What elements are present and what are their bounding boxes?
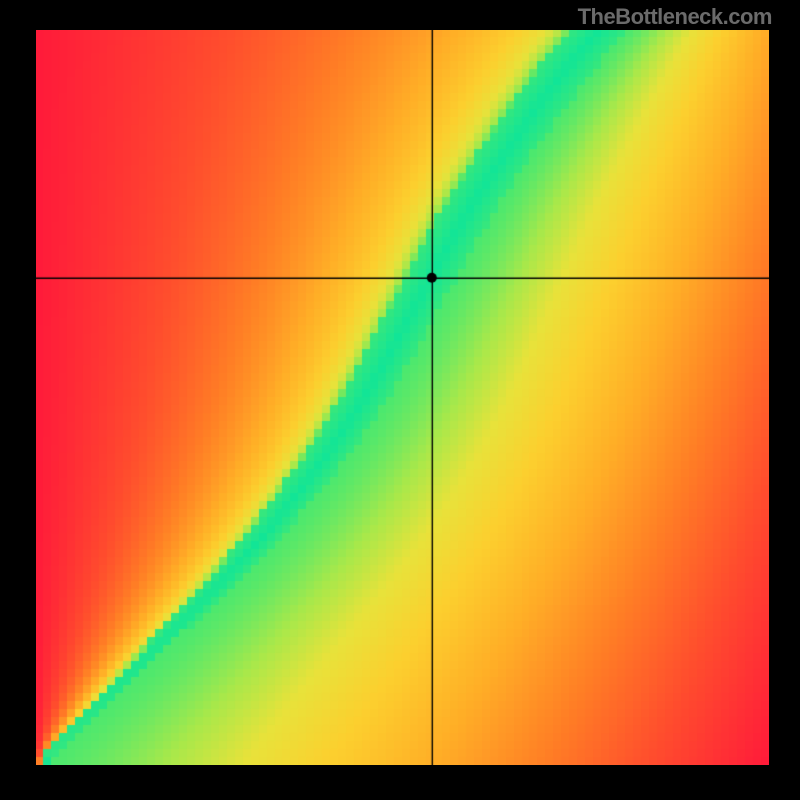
chart-container: TheBottleneck.com <box>0 0 800 800</box>
watermark-text: TheBottleneck.com <box>578 4 772 30</box>
bottleneck-heatmap <box>36 30 769 765</box>
